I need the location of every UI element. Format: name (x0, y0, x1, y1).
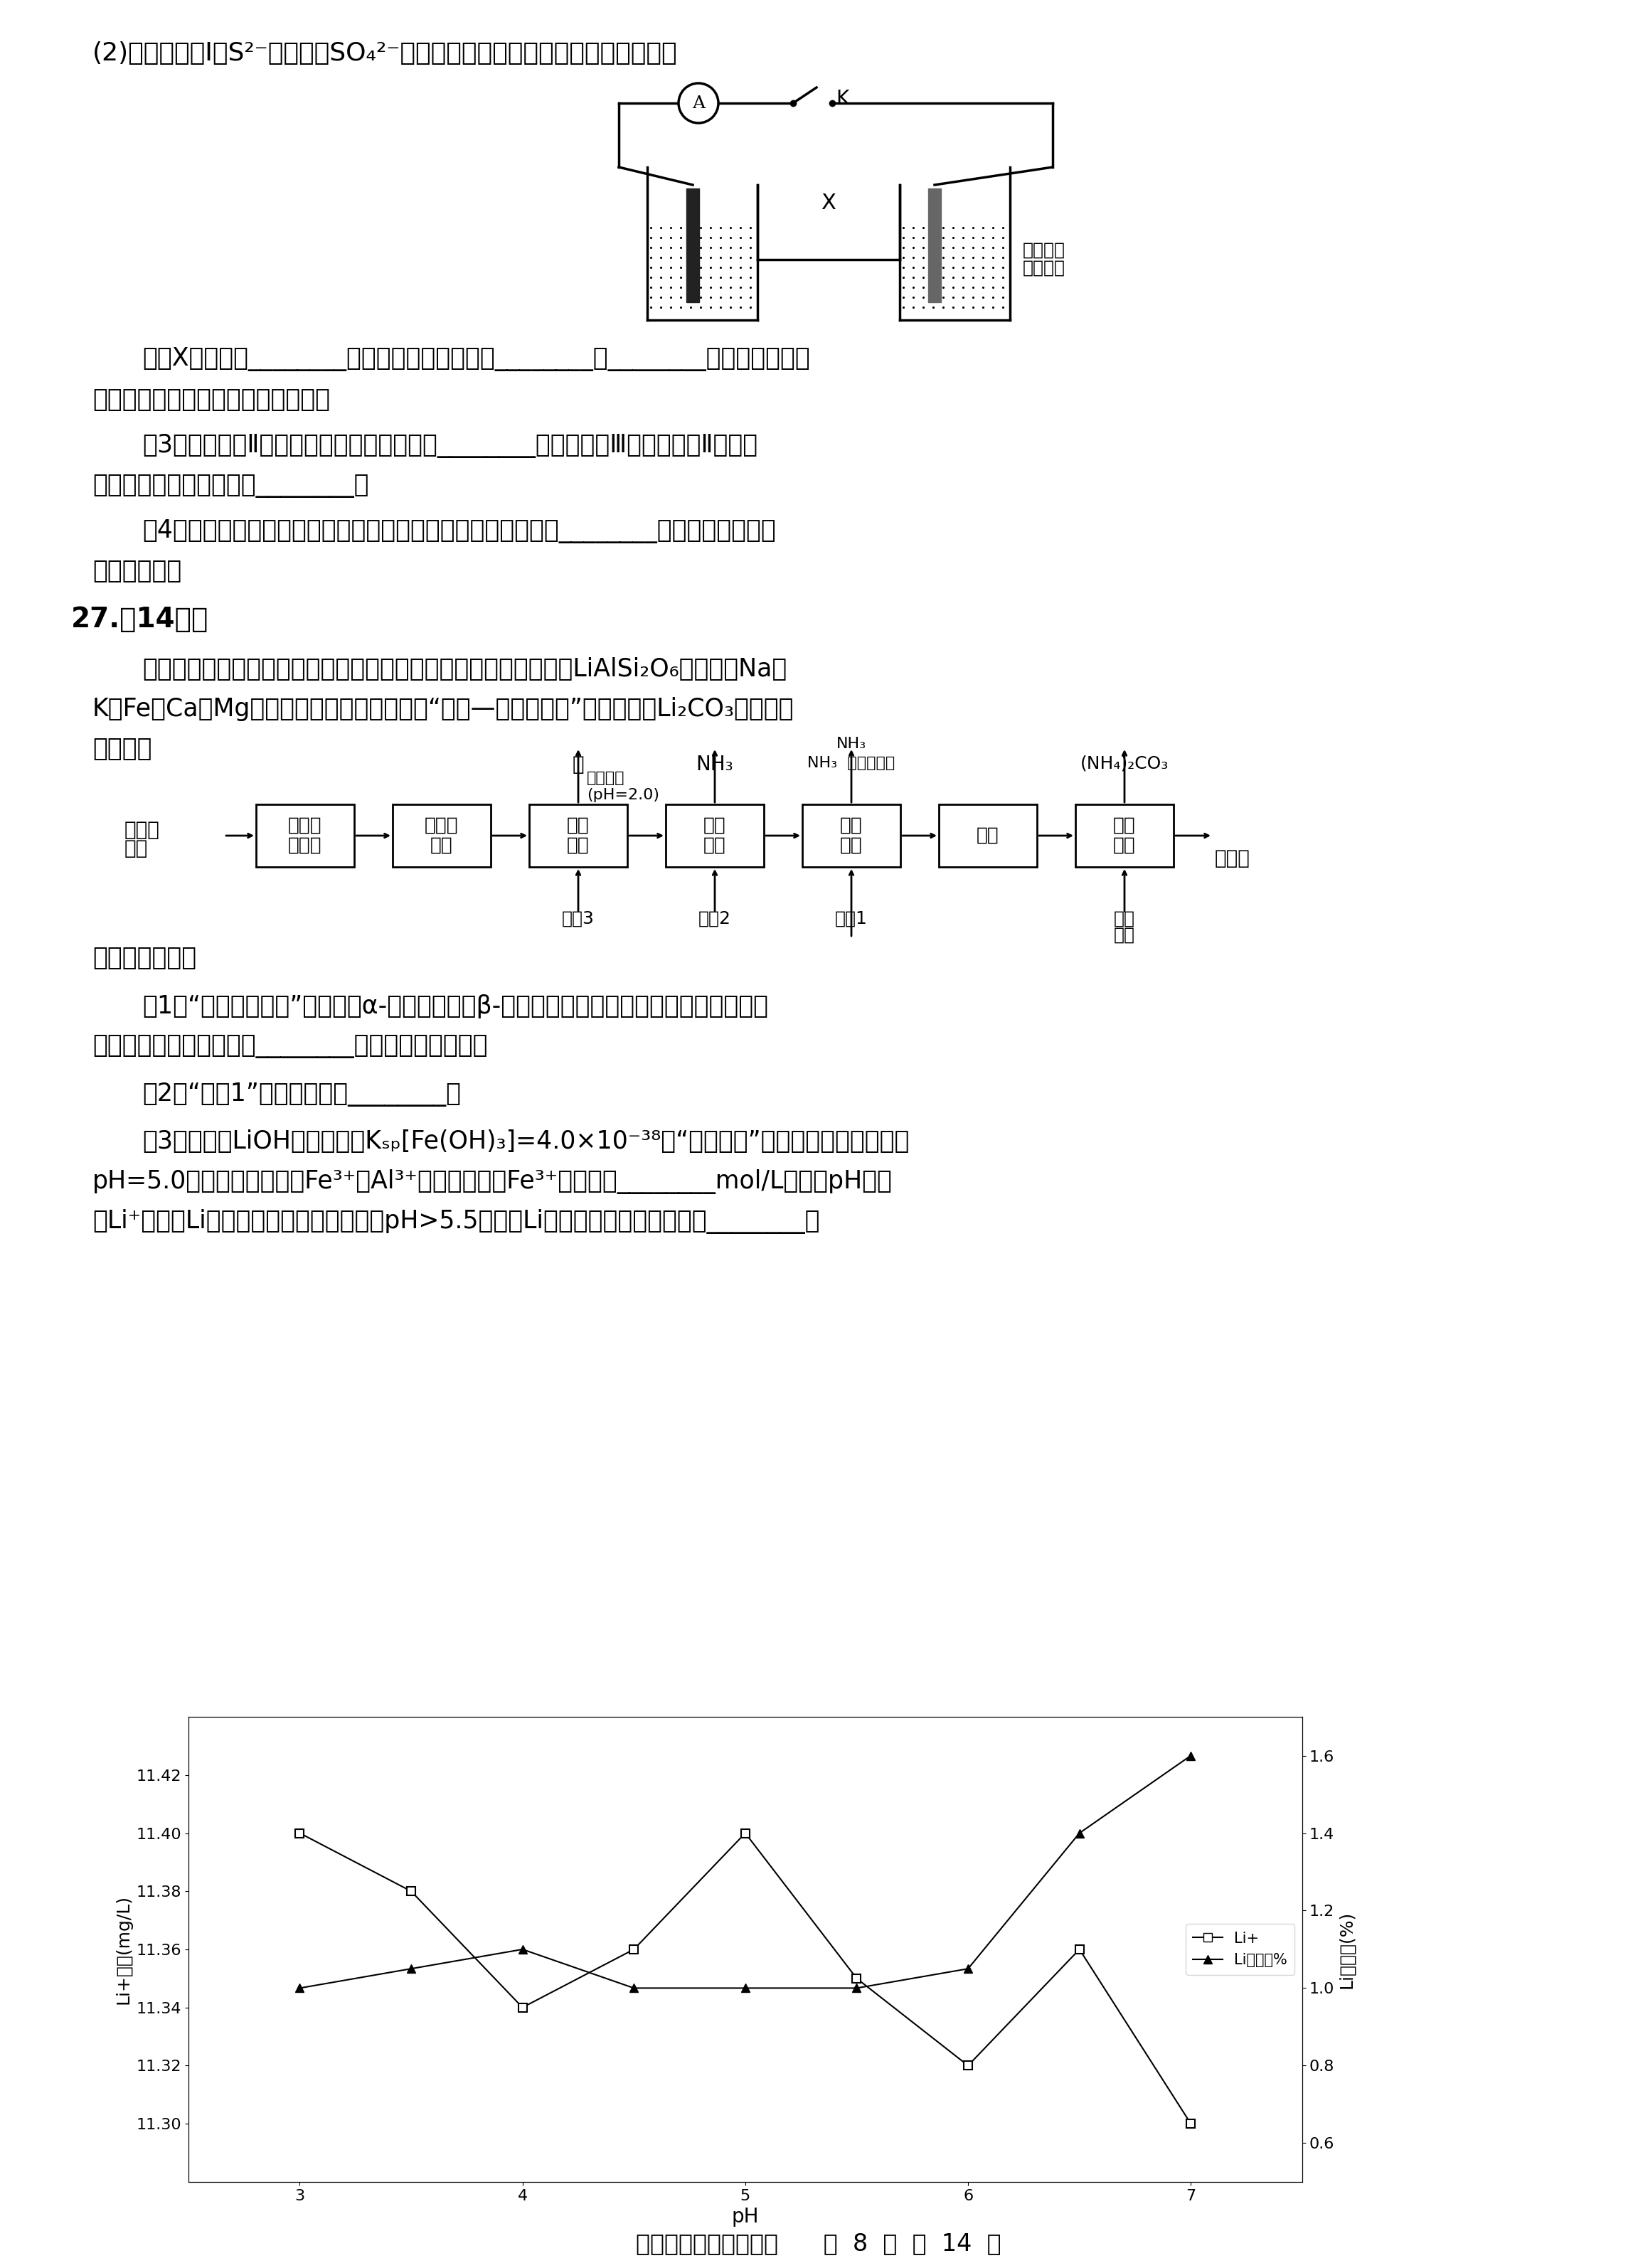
Text: 沉锂: 沉锂 (1114, 909, 1135, 928)
Text: （1）“晶型转化焙烧”过程，将α-锂辉石转化为β-锂辉石，更易于后续浸出。为提高转化焙: （1）“晶型转化焙烧”过程，将α-锂辉石转化为β-锂辉石，更易于后续浸出。为提高… (143, 993, 768, 1018)
Text: 酸钒溢液: 酸钒溢液 (1022, 259, 1065, 277)
Text: 水浸: 水浸 (567, 816, 590, 835)
FancyBboxPatch shape (393, 805, 491, 866)
Text: 化焙烧: 化焙烧 (288, 837, 323, 855)
Text: NH₃  精制除杂剂: NH₃ 精制除杂剂 (808, 755, 896, 771)
Text: 滤渤1: 滤渤1 (835, 909, 868, 928)
Text: 除杂: 除杂 (840, 837, 863, 855)
Bar (929, 188, 940, 302)
Text: 滤渤2: 滤渤2 (698, 909, 731, 928)
Text: NH₃: NH₃ (837, 737, 867, 751)
Bar (686, 188, 699, 302)
Text: X: X (821, 193, 835, 213)
Text: A: A (691, 95, 704, 111)
Text: 中和: 中和 (703, 816, 726, 835)
Text: 焙烧: 焙烧 (431, 837, 454, 855)
FancyBboxPatch shape (1076, 805, 1173, 866)
Text: （3）写出实验Ⅱ产生黄色沉淠的离子方程式________；结合实验Ⅲ，思考实验Ⅱ开始现: （3）写出实验Ⅱ产生黄色沉淠的离子方程式________；结合实验Ⅲ，思考实验Ⅱ… (143, 433, 757, 458)
Text: 过滤: 过滤 (567, 837, 590, 855)
Text: (NH₄)₂CO₃: (NH₄)₂CO₃ (1081, 755, 1168, 771)
Text: K、Fe、Ca、Mg等杂质元素）为原料，采用“硫酸—气氨联合法”制备工业级Li₂CO₃的工艺流: K、Fe、Ca、Mg等杂质元素）为原料，采用“硫酸—气氨联合法”制备工业级Li₂… (92, 696, 794, 721)
Text: 象不明显最可能的原因是________。: 象不明显最可能的原因是________。 (92, 474, 369, 499)
Text: 水: 水 (572, 755, 585, 773)
Text: 烧效率，可采用的措施是________。（答出一点即可）: 烧效率，可采用的措施是________。（答出一点即可） (92, 1034, 488, 1059)
Text: 回答下列问题：: 回答下列问题： (92, 946, 197, 971)
Text: 滤渤3: 滤渤3 (562, 909, 595, 928)
Text: （2）“滤渤1”的主要成分是________。: （2）“滤渤1”的主要成分是________。 (143, 1082, 460, 1107)
Text: NH₃: NH₃ (696, 755, 734, 773)
Text: 精制: 精制 (840, 816, 863, 835)
Text: 装置X的名称是________，左侧烧杯中的溶液是________和________（填化学式）的: 装置X的名称是________，左侧烧杯中的溶液是________和______… (143, 347, 809, 372)
Text: 酸性高锄: 酸性高锄 (1022, 243, 1065, 259)
Text: K: K (835, 88, 848, 109)
Text: 27.（14分）: 27.（14分） (70, 606, 208, 633)
Text: （3）已知：LiOH易溶于水，Kₛₚ[Fe(OH)₃]=4.0×10⁻³⁸。“中和除杂”中，通入氨气调节溶液: （3）已知：LiOH易溶于水，Kₛₚ[Fe(OH)₃]=4.0×10⁻³⁸。“中… (143, 1129, 909, 1154)
Text: （4）分析以上实验可知，相同反应物反应时，所得到的产物与________等因素有关。（答: （4）分析以上实验可知，相同反应物反应时，所得到的产物与________等因素有… (143, 519, 776, 544)
Legend: Li+, Li损失率%: Li+, Li损失率% (1186, 1923, 1294, 1975)
Text: pH=5.0，以除去溶液中的Fe³⁺和Al³⁺，此时溶液中Fe³⁺的浓度为________mol/L。研究pH变化: pH=5.0，以除去溶液中的Fe³⁺和Al³⁺，此时溶液中Fe³⁺的浓度为___… (92, 1170, 893, 1193)
Text: 硫酸化: 硫酸化 (424, 816, 459, 835)
FancyBboxPatch shape (803, 805, 901, 866)
Y-axis label: Li损失率(%): Li损失率(%) (1338, 1910, 1355, 1989)
Text: 精矿: 精矿 (124, 839, 147, 857)
Text: 锂辉石: 锂辉石 (124, 821, 161, 839)
FancyBboxPatch shape (939, 805, 1037, 866)
Text: 母液: 母液 (1114, 928, 1135, 943)
Text: (2)为证明实验Ⅰ中S²⁻被氧化成SO₄²⁻，丙同学设计了下图实验装置进行验证。: (2)为证明实验Ⅰ中S²⁻被氧化成SO₄²⁻，丙同学设计了下图实验装置进行验证。 (92, 41, 678, 66)
Text: 出两点即可）: 出两点即可） (92, 558, 182, 583)
Text: 程如下：: 程如下： (92, 737, 152, 762)
Text: 碳酸锂: 碳酸锂 (1215, 848, 1250, 869)
FancyBboxPatch shape (256, 805, 354, 866)
X-axis label: pH: pH (732, 2207, 758, 2227)
Text: 理科综合能力测试试卷      第  8  页  共  14  页: 理科综合能力测试试卷 第 8 页 共 14 页 (636, 2232, 1001, 2257)
Text: 沉淠: 沉淠 (1114, 816, 1135, 835)
Text: 对Li⁺浓度和Li损失率的影响如下图，分析pH>5.5之后，Li损失率增大的原因可能是________。: 对Li⁺浓度和Li损失率的影响如下图，分析pH>5.5之后，Li损失率增大的原因… (92, 1209, 819, 1234)
Y-axis label: Li+浓度(mg/L): Li+浓度(mg/L) (115, 1894, 133, 2005)
Text: 晶型转: 晶型转 (288, 816, 323, 835)
Text: 锂浸出液
(pH=2.0): 锂浸出液 (pH=2.0) (586, 771, 660, 803)
FancyBboxPatch shape (529, 805, 627, 866)
FancyBboxPatch shape (665, 805, 763, 866)
Text: 结晶: 结晶 (1114, 837, 1135, 855)
Text: 金属锂广泛应用于锂电池、航空航天。以锂辉石精矿（主要成分为LiAlSi₂O₆，还含有Na、: 金属锂广泛应用于锂电池、航空航天。以锂辉石精矿（主要成分为LiAlSi₂O₆，还… (143, 658, 786, 680)
Circle shape (678, 84, 719, 122)
Text: 混合溶液，通过实验现象得以证明。: 混合溶液，通过实验现象得以证明。 (92, 388, 329, 413)
Text: 除杂: 除杂 (703, 837, 726, 855)
Text: 浓缩: 浓缩 (976, 826, 999, 846)
